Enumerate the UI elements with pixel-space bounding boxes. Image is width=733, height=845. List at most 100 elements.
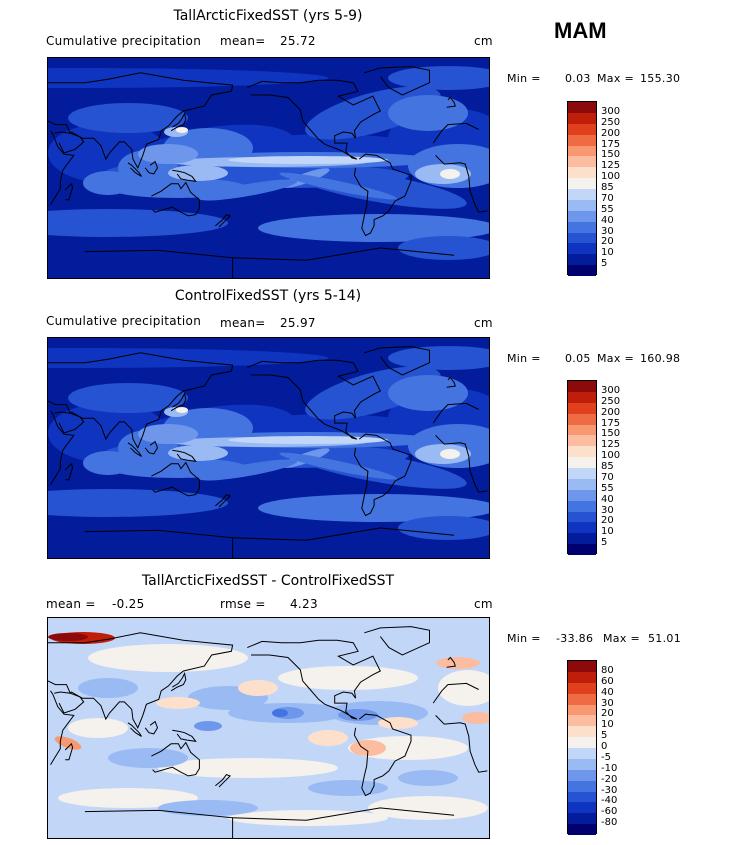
field-contour [228,810,388,826]
colorbar-swatch [568,780,596,792]
coastline-nz [215,774,232,788]
field-contour [48,489,228,517]
colorbar-swatch [568,704,596,716]
colorbar-swatch [568,544,596,555]
field-contour [436,657,480,669]
colorbar-swatch [568,671,596,683]
colorbar-swatch [568,457,596,468]
panel2-unit: cm [474,316,493,330]
colorbar-swatch [568,254,596,266]
coastline-sumatra [127,162,142,177]
colorbar-tick-label: 70 [601,471,614,483]
colorbar-tick-label: 70 [601,192,614,204]
coastline-japan [170,111,187,132]
panel2-variable-label: Cumulative precipitation [46,314,202,328]
coastline-southamerica [353,433,412,517]
coastline-africa [432,402,479,424]
colorbar-swatch [568,769,596,781]
colorbar-tick-label: 150 [601,428,621,440]
field-contour [388,95,468,131]
colorbar-tick-label: -60 [601,806,618,818]
colorbar-tick-label: 125 [601,160,621,172]
colorbar-swatch [568,391,596,403]
colorbar-tick-label: 40 [601,214,614,226]
colorbar-swatch [568,737,596,748]
colorbar-swatch [568,824,596,835]
field-contour [168,445,228,461]
coastline-sumatra [127,442,142,457]
coastline-japan [170,671,187,692]
coastline-southamerica [353,153,412,237]
coastline-greenland [364,346,430,376]
colorbar-swatch [568,435,596,447]
panel3-max-label: Max = [603,632,640,645]
coastline-antarctica [84,249,234,278]
colorbar-tick-label: 10 [601,526,614,538]
panel3-colorbar [567,660,597,835]
panel3-min-label: Min = [507,632,541,645]
colorbar-swatch [568,661,596,672]
coastline-borneo [144,160,159,175]
field-contour [194,721,222,731]
field-contour [48,209,228,237]
field-contour [338,709,378,721]
coastline-africa [50,690,75,766]
colorbar-swatch [568,791,596,803]
colorbar-swatch [568,156,596,168]
coastline-arabia [54,131,85,154]
panel1-max-value: 155.30 [640,72,681,85]
coastline-northamerica [247,359,381,440]
colorbar-tick-label: 5 [601,730,608,742]
panel3-rmse-label: rmse = [220,597,266,611]
colorbar-tick-label: 60 [601,675,614,687]
coastline-australia [151,741,200,777]
colorbar-tick-label: 55 [601,203,614,215]
colorbar-swatch [568,682,596,694]
panel1-variable-label: Cumulative precipitation [46,34,202,48]
colorbar-swatch [568,199,596,211]
field-contour [438,670,489,706]
panel1-mean-value: 25.72 [280,34,316,48]
field-contour [388,346,489,370]
field-contour [440,449,460,459]
colorbar-swatch [568,511,596,523]
field-contour [138,424,198,444]
colorbar-swatch [568,232,596,244]
colorbar-tick-label: 55 [601,482,614,494]
colorbar-tick-label: 300 [601,105,621,117]
colorbar-swatch [568,522,596,534]
colorbar-swatch [568,446,596,458]
colorbar-tick-label: 100 [601,450,621,462]
field-contour [388,66,489,90]
field-contour [308,780,388,796]
colorbar-tick-label: 150 [601,149,621,161]
panel3-map [47,617,490,839]
field-contour [462,712,489,724]
colorbar-tick-label: -40 [601,795,618,807]
field-contour [58,788,198,808]
colorbar-swatch [568,489,596,501]
season-label: MAM [554,18,607,43]
coastline-arabia [54,691,85,714]
colorbar-tick-label: 200 [601,406,621,418]
colorbar-swatch [568,145,596,157]
colorbar-swatch [568,813,596,825]
coastline-madagascar [64,742,74,761]
colorbar-tick-label: 85 [601,461,614,472]
coastline-africa [432,122,479,144]
coastline-africa [432,682,479,704]
colorbar-swatch [568,210,596,222]
colorbar-swatch [568,402,596,414]
coastline-africa [435,715,488,773]
field-contour [158,800,258,816]
field-contour [68,383,188,413]
colorbar-tick-label: 125 [601,439,621,451]
coastline-africa [50,410,75,486]
panel2-max-value: 160.98 [640,352,681,365]
colorbar-tick-label: -80 [601,817,618,829]
field-contour [78,678,138,698]
field-contour [398,770,458,786]
field-contour [138,144,198,164]
colorbar-tick-label: 10 [601,719,614,731]
field-contour [68,718,128,738]
